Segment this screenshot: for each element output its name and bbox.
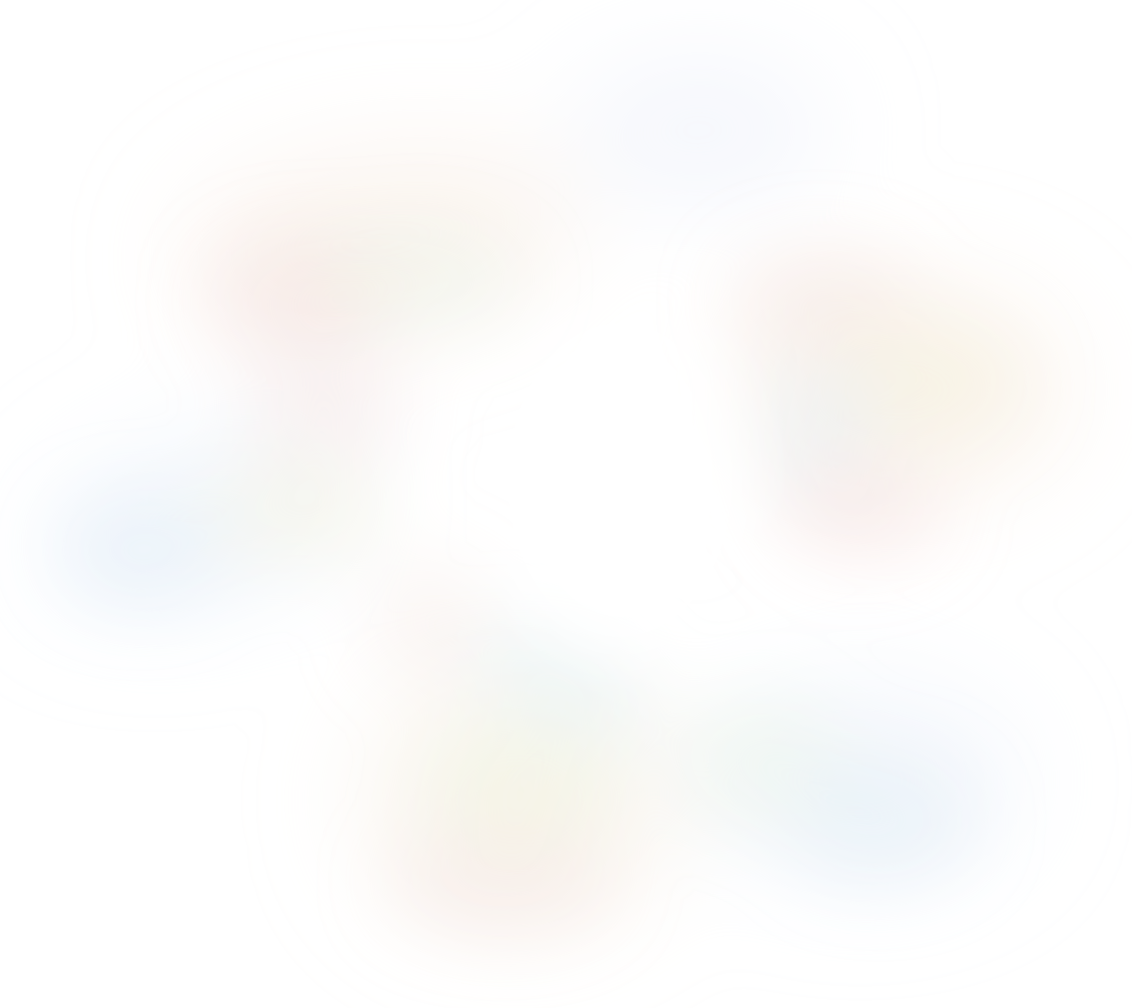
blob xyxy=(840,320,1020,440)
blob xyxy=(680,700,840,820)
blob xyxy=(250,360,410,460)
blob xyxy=(790,760,970,880)
blob xyxy=(475,620,645,740)
blob xyxy=(320,235,520,325)
blob xyxy=(570,60,830,200)
center-void xyxy=(500,310,740,650)
blob xyxy=(370,560,490,680)
blob xyxy=(390,830,610,930)
color-accents xyxy=(60,235,1020,930)
blob xyxy=(430,720,610,840)
blob xyxy=(780,460,940,560)
blob xyxy=(730,250,910,350)
blob xyxy=(60,500,220,600)
blob xyxy=(210,460,390,560)
